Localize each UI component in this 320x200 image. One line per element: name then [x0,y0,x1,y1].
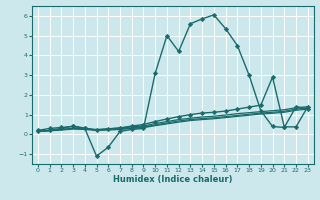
X-axis label: Humidex (Indice chaleur): Humidex (Indice chaleur) [113,175,233,184]
